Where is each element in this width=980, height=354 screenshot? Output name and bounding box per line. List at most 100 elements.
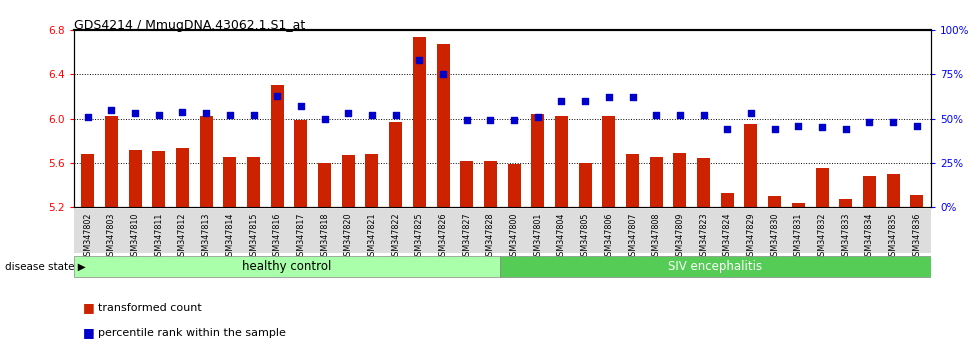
Point [672,112,688,118]
Point [814,125,830,130]
Bar [366,154,378,207]
Point [459,118,474,123]
Text: GSM347808: GSM347808 [652,212,661,261]
Text: GSM347807: GSM347807 [628,212,637,261]
Text: GSM347817: GSM347817 [296,212,306,261]
Bar [697,159,710,207]
Bar [673,153,686,207]
Bar [342,155,355,207]
Bar [200,116,213,207]
Bar [910,195,923,207]
Point [719,126,735,132]
Point [293,103,309,109]
Point [222,112,238,118]
Text: GSM347824: GSM347824 [723,212,732,261]
Text: GSM347827: GSM347827 [463,212,471,261]
Bar [81,154,94,207]
Text: GSM347834: GSM347834 [865,212,874,261]
Text: GSM347811: GSM347811 [154,212,164,261]
Point [908,123,924,129]
Text: GSM347816: GSM347816 [272,212,281,261]
Text: GSM347830: GSM347830 [770,212,779,261]
Text: GSM347803: GSM347803 [107,212,116,261]
Point [365,112,380,118]
Point [151,112,167,118]
Text: GSM347821: GSM347821 [368,212,376,261]
Text: GDS4214 / MmugDNA.43062.1.S1_at: GDS4214 / MmugDNA.43062.1.S1_at [74,19,305,33]
Bar [815,169,828,207]
Bar [626,154,639,207]
Point [885,119,901,125]
Point [861,119,877,125]
Point [198,110,214,116]
Bar [768,196,781,207]
Bar [500,256,931,277]
Point [696,112,711,118]
Point [601,95,616,100]
Text: GSM347810: GSM347810 [130,212,139,261]
Text: GSM347831: GSM347831 [794,212,803,261]
Bar [436,45,450,207]
Bar [720,193,734,207]
Text: GSM347804: GSM347804 [557,212,566,261]
Text: GSM347814: GSM347814 [225,212,234,261]
Bar [461,161,473,207]
Text: GSM347813: GSM347813 [202,212,211,261]
Bar [603,116,615,207]
Bar [887,174,900,207]
Text: GSM347801: GSM347801 [533,212,542,261]
Text: GSM347825: GSM347825 [415,212,423,261]
Point [412,57,427,63]
Bar [413,37,426,207]
Bar [152,151,166,207]
Text: GSM347828: GSM347828 [486,212,495,261]
Text: GSM347835: GSM347835 [889,212,898,261]
Text: transformed count: transformed count [98,303,202,313]
Point [766,126,782,132]
Text: GSM347820: GSM347820 [344,212,353,261]
Bar [484,161,497,207]
Text: disease state ▶: disease state ▶ [5,262,85,272]
Bar [839,199,853,207]
Point [482,118,498,123]
Text: healthy control: healthy control [242,260,331,273]
Text: GSM347833: GSM347833 [841,212,851,261]
Point [791,123,807,129]
Text: GSM347812: GSM347812 [178,212,187,261]
Point [127,110,143,116]
Bar [650,157,662,207]
Text: GSM347836: GSM347836 [912,212,921,261]
Point [554,98,569,104]
Text: GSM347822: GSM347822 [391,212,400,261]
Text: GSM347823: GSM347823 [699,212,709,261]
Bar [74,256,500,277]
Bar [578,163,592,207]
Point [838,126,854,132]
Point [246,112,262,118]
Text: ■: ■ [83,302,95,314]
Point [317,116,332,121]
Text: GSM347818: GSM347818 [320,212,329,261]
Text: GSM347809: GSM347809 [675,212,684,261]
Point [649,112,664,118]
Text: percentile rank within the sample: percentile rank within the sample [98,328,286,338]
Bar [508,164,520,207]
Text: GSM347802: GSM347802 [83,212,92,261]
Bar [128,150,141,207]
Bar [863,176,876,207]
Bar [247,157,260,207]
Point [624,95,640,100]
Text: GSM347815: GSM347815 [249,212,258,261]
Text: GSM347805: GSM347805 [581,212,590,261]
Point [507,118,522,123]
Text: GSM347806: GSM347806 [605,212,613,261]
Point [80,114,96,120]
Point [340,110,356,116]
Text: SIV encephalitis: SIV encephalitis [668,260,762,273]
Bar [176,148,189,207]
Bar [318,163,331,207]
Bar [389,122,402,207]
Bar [223,157,236,207]
Bar [294,120,308,207]
Text: GSM347800: GSM347800 [510,212,518,261]
